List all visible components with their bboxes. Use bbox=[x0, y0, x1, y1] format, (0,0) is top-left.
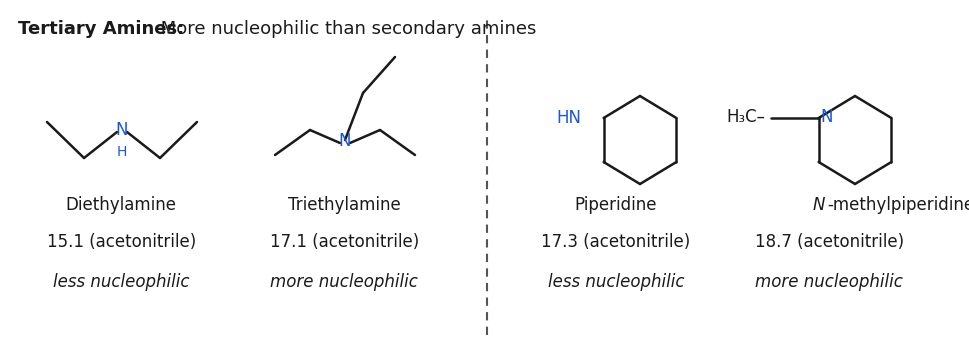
Text: more nucleophilic: more nucleophilic bbox=[270, 273, 418, 291]
Text: H: H bbox=[116, 145, 127, 159]
Text: HN: HN bbox=[556, 109, 581, 127]
Text: N: N bbox=[812, 196, 825, 214]
Text: less nucleophilic: less nucleophilic bbox=[53, 273, 189, 291]
Text: Tertiary Amines:: Tertiary Amines: bbox=[18, 20, 184, 38]
Text: Diethylamine: Diethylamine bbox=[66, 196, 176, 214]
Text: N: N bbox=[820, 108, 832, 126]
Text: Piperidine: Piperidine bbox=[574, 196, 657, 214]
Text: N: N bbox=[338, 132, 351, 150]
Text: 18.7 (acetonitrile): 18.7 (acetonitrile) bbox=[754, 233, 903, 251]
Text: 17.1 (acetonitrile): 17.1 (acetonitrile) bbox=[269, 233, 419, 251]
Text: H₃C–: H₃C– bbox=[726, 108, 765, 126]
Text: less nucleophilic: less nucleophilic bbox=[547, 273, 683, 291]
Text: Triethylamine: Triethylamine bbox=[288, 196, 400, 214]
Text: ‑methylpiperidine: ‑methylpiperidine bbox=[827, 196, 969, 214]
Text: 15.1 (acetonitrile): 15.1 (acetonitrile) bbox=[47, 233, 196, 251]
Text: more nucleophilic: more nucleophilic bbox=[755, 273, 902, 291]
Text: More nucleophilic than secondary amines: More nucleophilic than secondary amines bbox=[155, 20, 536, 38]
Text: N: N bbox=[115, 121, 128, 139]
Text: 17.3 (acetonitrile): 17.3 (acetonitrile) bbox=[541, 233, 690, 251]
